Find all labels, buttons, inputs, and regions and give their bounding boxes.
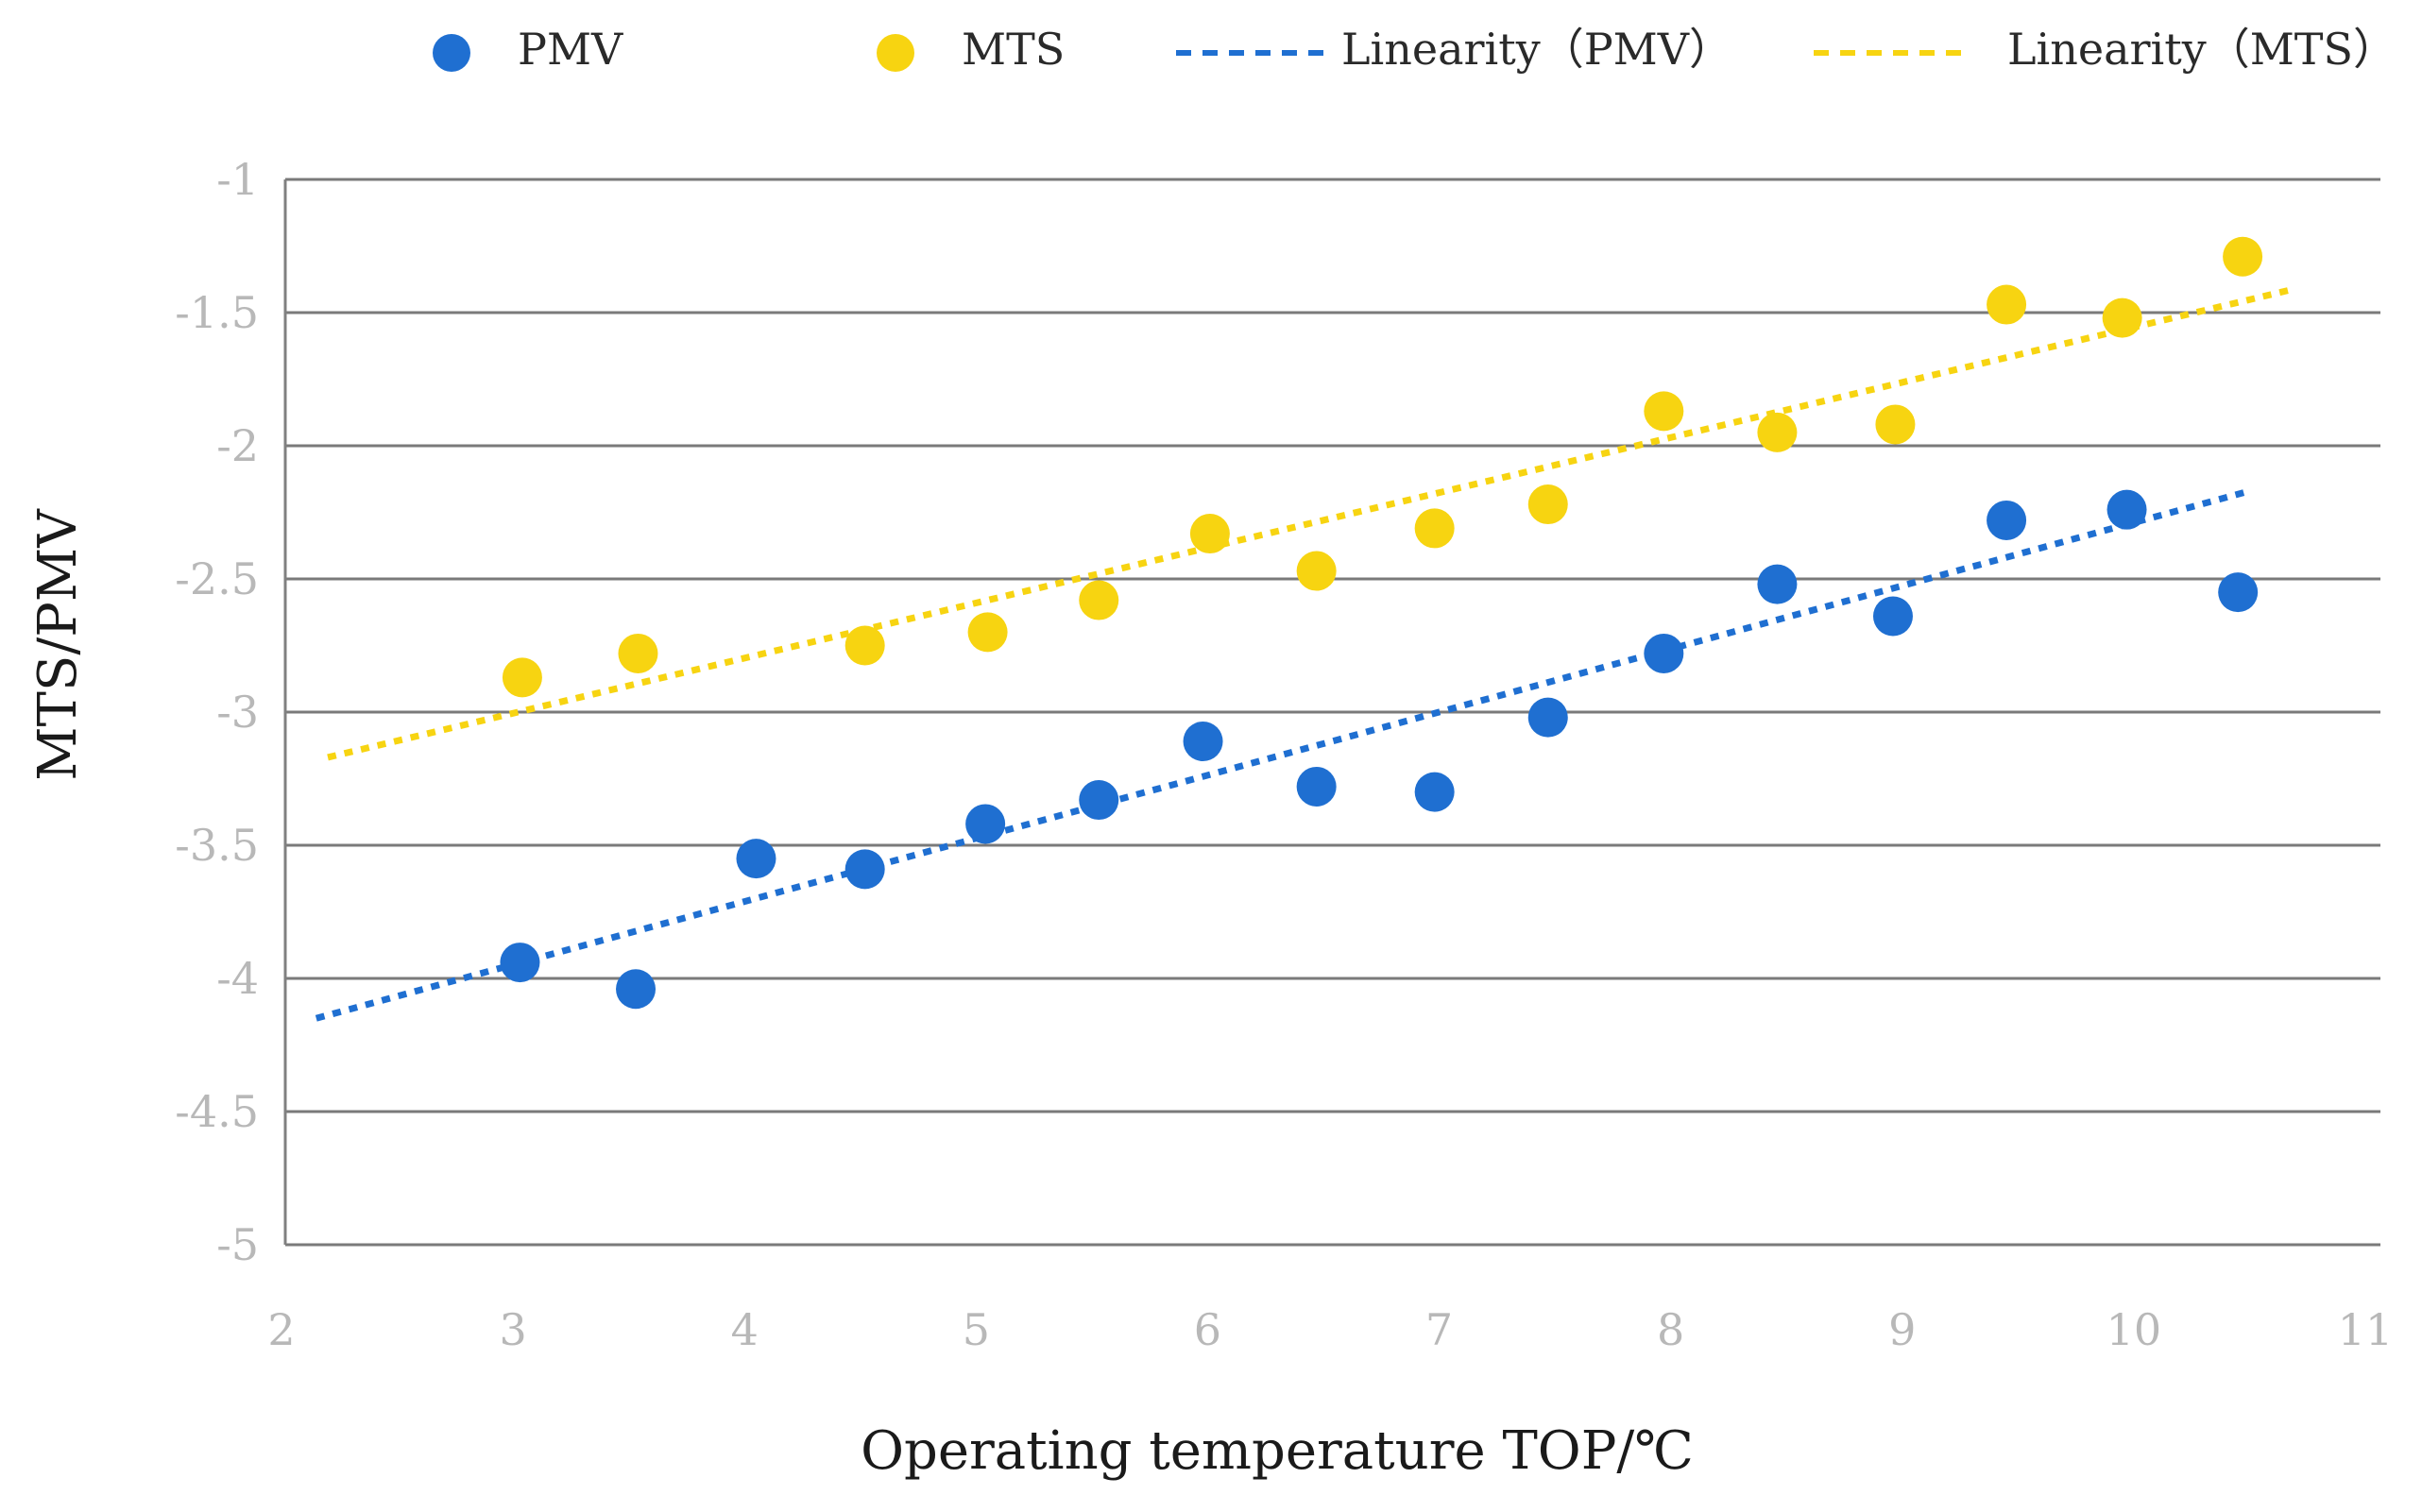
point-mts <box>502 657 542 698</box>
x-tick-label: 9 <box>1888 1304 1916 1355</box>
y-axis-title: MTS/PMV <box>27 508 89 781</box>
point-pmv <box>1296 766 1337 807</box>
y-tick-label: -4.5 <box>175 1086 259 1137</box>
point-mts <box>844 625 885 666</box>
point-pmv <box>1757 564 1798 604</box>
legend-label-linearity-mts: Linearity（MTS） <box>2007 24 2396 75</box>
y-tick-label: -4 <box>216 953 259 1004</box>
legend-marker-mts <box>877 34 914 72</box>
y-tick-label: -5 <box>216 1219 259 1270</box>
point-mts <box>618 633 658 673</box>
data-points <box>500 236 2263 1010</box>
gridlines <box>285 178 2380 1247</box>
x-tick-labels: 2 3 4 5 6 7 8 9 10 11 <box>267 1304 2393 1355</box>
point-pmv <box>1414 772 1455 812</box>
point-mts <box>1757 412 1798 452</box>
point-mts <box>1644 391 1684 432</box>
x-tick-label: 4 <box>731 1304 759 1355</box>
legend: PMV MTS Linearity（PMV） Linearity（MTS） <box>433 24 2396 75</box>
x-tick-label: 3 <box>499 1304 526 1355</box>
x-tick-label: 10 <box>2106 1304 2162 1355</box>
point-mts <box>1987 284 2027 325</box>
point-pmv <box>2106 489 2147 530</box>
x-tick-label: 11 <box>2338 1304 2394 1355</box>
y-tick-labels: -1 -1.5 -2 -2.5 -3 -3.5 -4 -4.5 -5 <box>175 154 259 1270</box>
point-pmv <box>736 839 776 879</box>
point-pmv <box>1079 780 1119 821</box>
trendlines <box>315 285 2297 1022</box>
point-mts <box>2102 297 2142 338</box>
point-mts <box>1875 404 1916 445</box>
x-tick-label: 2 <box>267 1304 295 1355</box>
legend-label-pmv: PMV <box>518 24 623 75</box>
legend-label-mts: MTS <box>962 24 1065 75</box>
x-axis-title: Operating temperature TOP/℃ <box>861 1420 1694 1482</box>
y-tick-label: -3 <box>216 687 259 738</box>
y-tick-label: -2.5 <box>175 553 259 604</box>
point-pmv <box>1183 722 1223 762</box>
point-mts <box>1079 580 1119 620</box>
legend-marker-pmv <box>433 34 470 72</box>
x-tick-label: 7 <box>1425 1304 1453 1355</box>
point-mts <box>967 612 1008 653</box>
legend-label-linearity-pmv: Linearity（PMV） <box>1341 24 1732 75</box>
point-mts <box>1296 551 1337 591</box>
y-tick-label: -3.5 <box>175 820 259 871</box>
x-tick-label: 6 <box>1194 1304 1221 1355</box>
point-pmv <box>616 969 657 1010</box>
point-pmv <box>1987 500 2027 540</box>
trendline-pmv <box>315 487 2251 1022</box>
x-tick-label: 8 <box>1657 1304 1684 1355</box>
y-tick-label: -1 <box>216 154 259 205</box>
y-tick-label: -1.5 <box>175 287 259 338</box>
point-pmv <box>1527 697 1568 738</box>
trendline-mts <box>327 285 2297 761</box>
point-mts <box>1414 508 1455 549</box>
point-pmv <box>500 943 540 983</box>
point-pmv <box>1644 633 1684 673</box>
point-pmv <box>965 804 1006 844</box>
y-tick-label: -2 <box>216 420 259 471</box>
point-pmv <box>844 849 885 890</box>
point-mts <box>1527 484 1568 525</box>
point-mts <box>1189 514 1230 554</box>
point-pmv <box>1872 596 1913 637</box>
point-pmv <box>2218 572 2259 613</box>
point-mts <box>2223 236 2263 277</box>
x-tick-label: 5 <box>963 1304 990 1355</box>
